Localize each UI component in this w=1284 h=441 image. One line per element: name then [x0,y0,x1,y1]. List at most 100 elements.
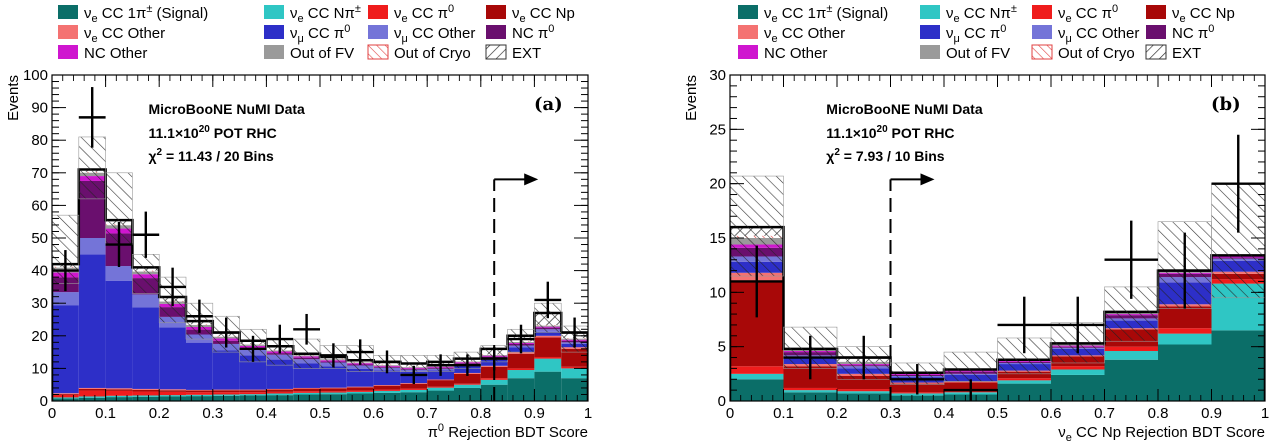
legend-swatch-oofv [264,45,284,59]
x-tick-label: 0.1 [95,405,116,422]
legend-label-numuOther: νμ CC Other [1058,25,1139,45]
chart-panel-a: 0 10 20 30 40 50 60 70 80 90 100 0 0.1 0.2 0.3 0.4 0.5 0.… [5,67,592,441]
bar-numuOther [52,292,79,306]
bar-sig [132,396,160,401]
y-tick-label: 5 [718,339,726,356]
bar-ccNpi [454,384,481,388]
bar-ccNpi [266,393,294,396]
legend-swatch-ccNp [1146,5,1166,19]
legend-swatch-ext [485,44,507,60]
bar-ccNpi [159,395,186,397]
bar-sig [534,371,562,401]
legend-swatch-ncPi0 [1146,25,1166,39]
bar-ccNpi [534,358,562,372]
bar-ccNp [212,390,240,393]
x-axis-title: νe CC Np Rejection BDT Score [1058,424,1265,441]
bar-ccOther [534,335,562,338]
legend-label-ccNp: νe CC Np [1172,5,1235,25]
bar-ccNpi [293,392,320,395]
bar-ccNpi [480,379,508,385]
bar-ccOther [186,389,213,391]
bar-ccNpi [730,373,784,380]
legend-label-oofv: Out of FV [290,45,354,62]
legend-label-ccNp: νe CC Np [512,5,575,25]
bar-sig [400,392,428,401]
bar-ccNp [132,389,160,392]
bar-ccPi0 [293,391,320,393]
mc-uncertainty-band [1104,286,1159,342]
legend-label-ooc: Out of Cryo [394,45,471,62]
y-tick-label: 20 [709,176,726,193]
bar-ccPi0 [730,366,784,374]
legend-swatch-ooc [1031,44,1053,60]
legend-swatch-ccNpi [920,5,940,19]
bar-sig [266,395,294,401]
bar-ccPi0 [266,391,294,394]
bar-ccPi0 [427,386,454,388]
legend-swatch-numuOther [1032,25,1052,39]
bar-sig [293,394,320,401]
x-tick-label: 0.1 [773,405,794,422]
y-tick-label: 30 [709,67,726,84]
legend-swatch-ccOther [738,25,758,39]
legend-label-ccOther: νe CC Other [764,25,845,45]
bar-ccOther [293,387,320,389]
bar-ccOther [239,389,267,391]
legend-label-numuPi0: νμ CC π0 [946,23,1006,45]
x-tick-label: 0.8 [470,405,491,422]
legend-label-ext: EXT [512,45,541,62]
bar-ccNpi [400,389,428,393]
bar-sig [730,379,784,401]
bar-numuPi0 [534,331,562,336]
bar-ccPi0 [507,368,535,371]
bar-sig [427,390,454,401]
bar-ccNp [373,385,401,390]
y-axis-title: Events [683,75,700,121]
annotation-experiment: MicroBooNE NuMI Data [826,101,983,117]
y-tick-label: 40 [31,263,48,280]
legend-swatch-ext [1145,44,1167,60]
x-tick-label: 0.9 [1201,405,1222,422]
cut-arrow-head [524,173,539,186]
bar-ccNp [534,337,562,357]
bar-sig [507,378,535,401]
bar-numuPi0 [320,366,347,388]
y-tick-label: 25 [709,121,726,138]
bar-ccOther [132,388,160,390]
bar-ccOther [212,389,240,391]
y-tick-label: 20 [31,328,48,345]
bar-ccNpi [52,397,79,399]
x-tick-label: 0 [726,405,734,422]
bar-sig [239,395,267,401]
bar-ccPi0 [1158,328,1212,334]
legend-label-ccNpi: νe CC Nπ± [290,3,361,25]
bar-ccNp [454,373,481,384]
cut-arrow-head [920,173,935,186]
bar-ccPi0 [561,366,588,369]
bar-sig [373,392,401,401]
bar-ccPi0 [186,392,213,395]
legend-swatch-ncOther [58,45,78,59]
legend-swatch-ncOther [738,45,758,59]
x-tick-label: 0.4 [934,405,955,422]
bar-ccNpi [105,395,133,398]
bar-sig [1158,344,1212,401]
bar-numuOther [132,294,160,308]
plot-area-a [52,87,588,401]
legend-label-ncOther: NC Other [764,45,827,62]
legend-swatch-sig [58,5,78,19]
bar-ccNpi [346,391,374,394]
bar-sig [454,387,481,401]
bar-ccPi0 [454,383,481,385]
bar-sig [346,393,374,401]
legend-panel-b: νe CC 1π± (Signal) νe CC Nπ± νe CC π0 νe CC… [738,3,1235,62]
bar-numuPi0 [159,327,186,390]
bar-sig [561,378,588,401]
bar-ccNp [52,393,79,395]
legend-panel-a: νe CC 1π± (Signal) νe CC Nπ± νe CC π0 νe CC… [58,3,575,62]
legend-label-ccPi0: νe CC π0 [394,3,454,25]
annotation-chi2: χ2 = 11.43 / 20 Bins [148,147,274,164]
bar-ccNpi [239,394,267,396]
bar-numuPi0 [186,342,213,390]
legend-label-ext: EXT [1172,45,1201,62]
